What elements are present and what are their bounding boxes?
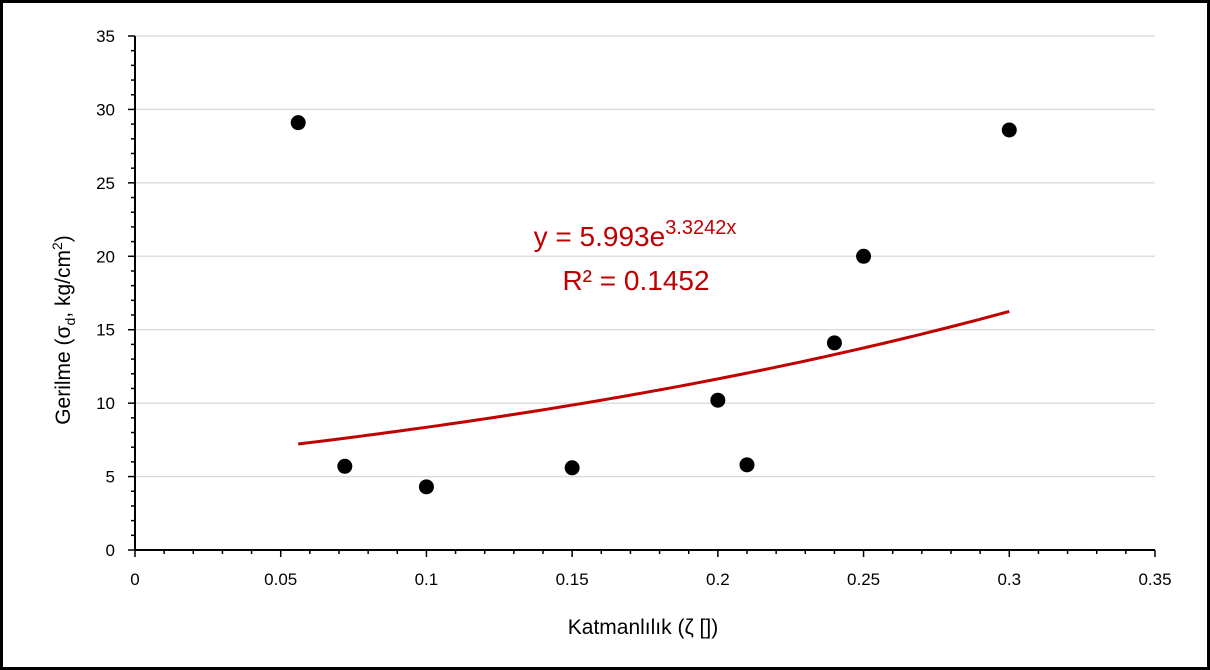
y-axis-title-sup: 2 <box>49 242 65 250</box>
trendline-equation-exponent: 3.3242x <box>665 217 736 239</box>
data-point-2 <box>418 479 434 495</box>
y-axis-title-suffix: ) <box>52 235 75 242</box>
y-tick-label-3: 15 <box>96 321 115 340</box>
x-tick-label-5: 0.25 <box>847 570 880 589</box>
data-point-5 <box>739 457 755 473</box>
y-tick-label-6: 30 <box>96 100 115 119</box>
data-point-3 <box>564 460 580 476</box>
gridlines <box>135 35 1155 478</box>
trendline-equation: y = 5.993e3.3242x <box>534 217 737 252</box>
y-tick-label-0: 0 <box>106 541 115 560</box>
data-point-4 <box>710 392 726 408</box>
y-tick-label-7: 35 <box>96 27 115 46</box>
x-tick-label-1: 0.05 <box>264 570 297 589</box>
tick-labels: 0 5 10 15 20 25 30 35 0 0.05 0.1 0.15 0.2 0.25 0.3 0.35 <box>96 27 1171 589</box>
x-tick-label-2: 0.1 <box>415 570 439 589</box>
trendline <box>298 309 1010 446</box>
x-tick-label-0: 0 <box>130 570 139 589</box>
y-tick-label-4: 20 <box>96 247 115 266</box>
y-axis-title-mid: , kg/cm <box>52 250 75 318</box>
trendline-equation-base: y = 5.993e <box>534 221 666 252</box>
y-tick-label-1: 5 <box>106 468 115 487</box>
trendline-r-squared: R² = 0.1452 <box>562 265 709 296</box>
data-point-6 <box>826 335 842 351</box>
y-tick-label-5: 25 <box>96 174 115 193</box>
y-axis-title: Gerilme (σd, kg/cm2) <box>49 235 78 425</box>
data-point-8 <box>1001 122 1017 138</box>
y-axis-title-prefix: Gerilme (σ <box>52 325 75 424</box>
x-tick-label-4: 0.2 <box>706 570 730 589</box>
x-tick-label-7: 0.35 <box>1138 570 1171 589</box>
x-axis-title: Katmanlılık (ζ []) <box>568 616 718 639</box>
data-point-0 <box>290 115 306 131</box>
data-point-7 <box>856 248 872 264</box>
y-tick-label-2: 10 <box>96 394 115 413</box>
axes <box>128 35 1156 557</box>
data-points <box>290 115 1017 495</box>
y-axis-title-sub: d <box>62 318 78 326</box>
x-tick-label-3: 0.15 <box>556 570 589 589</box>
data-point-1 <box>337 458 353 474</box>
x-tick-label-6: 0.3 <box>997 570 1021 589</box>
